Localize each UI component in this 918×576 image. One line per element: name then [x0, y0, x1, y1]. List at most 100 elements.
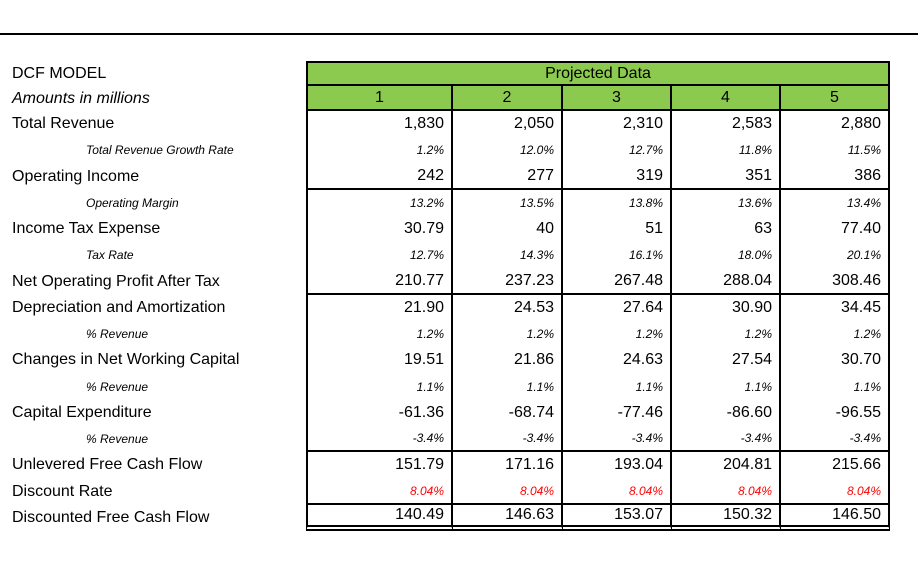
value-cell[interactable]: 1.1%	[306, 373, 453, 400]
row-label[interactable]: Capital Expenditure	[12, 403, 152, 421]
value-cell[interactable]: 8.04%	[306, 478, 453, 505]
value-cell[interactable]: 13.2%	[306, 189, 453, 216]
value-cell[interactable]: 1.2%	[672, 321, 781, 348]
value-cell[interactable]: 171.16	[453, 452, 563, 479]
value-cell[interactable]: -3.4%	[781, 426, 890, 453]
row-label[interactable]: % Revenue	[86, 432, 149, 447]
row-label[interactable]: Unlevered Free Cash Flow	[12, 456, 203, 474]
value-cell[interactable]: 13.5%	[453, 189, 563, 216]
value-cell[interactable]: 14.3%	[453, 242, 563, 269]
value-cell[interactable]: 146.63	[453, 504, 563, 531]
row-label[interactable]: Tax Rate	[86, 248, 134, 263]
value-cell[interactable]: 386	[781, 163, 890, 190]
value-cell[interactable]: 24.53	[453, 294, 563, 321]
row-label[interactable]: Income Tax Expense	[12, 220, 161, 238]
row-label[interactable]: Discount Rate	[12, 482, 113, 500]
value-cell[interactable]: -3.4%	[306, 426, 453, 453]
value-cell[interactable]: 77.40	[781, 216, 890, 243]
value-cell[interactable]: 2,310	[563, 111, 672, 138]
value-cell[interactable]: 1.1%	[781, 373, 890, 400]
value-cell[interactable]: 1.2%	[306, 321, 453, 348]
row-label[interactable]: Operating Margin	[86, 195, 179, 210]
value-cell[interactable]: 140.49	[306, 504, 453, 531]
value-cell[interactable]: 8.04%	[672, 478, 781, 505]
value-cell[interactable]: 242	[306, 163, 453, 190]
value-cell[interactable]: 16.1%	[563, 242, 672, 269]
year-column-header[interactable]: 2	[453, 86, 563, 111]
value-cell[interactable]: -96.55	[781, 399, 890, 426]
value-cell[interactable]: 351	[672, 163, 781, 190]
value-cell[interactable]: 215.66	[781, 452, 890, 479]
value-cell[interactable]: 2,880	[781, 111, 890, 138]
value-cell[interactable]: -61.36	[306, 399, 453, 426]
value-cell[interactable]: -3.4%	[453, 426, 563, 453]
projected-data-header[interactable]: Projected Data	[306, 61, 890, 86]
value-cell[interactable]: 1.2%	[306, 137, 453, 164]
value-cell[interactable]: 1.2%	[781, 321, 890, 348]
value-cell[interactable]: 319	[563, 163, 672, 190]
value-cell[interactable]: 63	[672, 216, 781, 243]
value-cell[interactable]: 1.2%	[453, 321, 563, 348]
value-cell[interactable]: 24.63	[563, 347, 672, 374]
row-label[interactable]: Depreciation and Amortization	[12, 298, 226, 316]
value-cell[interactable]: 27.54	[672, 347, 781, 374]
row-label[interactable]: % Revenue	[86, 327, 149, 342]
value-cell[interactable]: 8.04%	[563, 478, 672, 505]
value-cell[interactable]: 1.1%	[563, 373, 672, 400]
value-cell[interactable]: 40	[453, 216, 563, 243]
value-cell[interactable]: 2,050	[453, 111, 563, 138]
value-cell[interactable]: 12.7%	[306, 242, 453, 269]
value-cell[interactable]: 237.23	[453, 268, 563, 295]
value-cell[interactable]: 210.77	[306, 268, 453, 295]
year-column-header[interactable]: 4	[672, 86, 781, 111]
value-cell[interactable]: 308.46	[781, 268, 890, 295]
value-cell[interactable]: -77.46	[563, 399, 672, 426]
value-cell[interactable]: 288.04	[672, 268, 781, 295]
value-cell[interactable]: 1.1%	[453, 373, 563, 400]
year-column-header[interactable]: 5	[781, 86, 890, 111]
value-cell[interactable]: 21.86	[453, 347, 563, 374]
row-label[interactable]: % Revenue	[86, 379, 149, 394]
value-cell[interactable]: 30.79	[306, 216, 453, 243]
value-cell[interactable]: 153.07	[563, 504, 672, 531]
year-column-header[interactable]: 3	[563, 86, 672, 111]
row-label[interactable]: Total Revenue Growth Rate	[86, 143, 234, 158]
value-cell[interactable]: -68.74	[453, 399, 563, 426]
value-cell[interactable]: 13.8%	[563, 189, 672, 216]
row-label[interactable]: Net Operating Profit After Tax	[12, 272, 220, 290]
value-cell[interactable]: 12.7%	[563, 137, 672, 164]
value-cell[interactable]: 1.2%	[563, 321, 672, 348]
value-cell[interactable]: 11.5%	[781, 137, 890, 164]
value-cell[interactable]: 1,830	[306, 111, 453, 138]
value-cell[interactable]: 13.4%	[781, 189, 890, 216]
value-cell[interactable]: 30.90	[672, 294, 781, 321]
value-cell[interactable]: 8.04%	[453, 478, 563, 505]
value-cell[interactable]: 34.45	[781, 294, 890, 321]
row-label[interactable]: Operating Income	[12, 167, 140, 185]
value-cell[interactable]: 51	[563, 216, 672, 243]
value-cell[interactable]: 21.90	[306, 294, 453, 321]
value-cell[interactable]: 151.79	[306, 452, 453, 479]
value-cell[interactable]: 20.1%	[781, 242, 890, 269]
value-cell[interactable]: 267.48	[563, 268, 672, 295]
value-cell[interactable]: 11.8%	[672, 137, 781, 164]
value-cell[interactable]: 204.81	[672, 452, 781, 479]
year-column-header[interactable]: 1	[306, 86, 453, 111]
value-cell[interactable]: 27.64	[563, 294, 672, 321]
value-cell[interactable]: 8.04%	[781, 478, 890, 505]
value-cell[interactable]: -86.60	[672, 399, 781, 426]
row-label[interactable]: Discounted Free Cash Flow	[12, 508, 210, 526]
value-cell[interactable]: 146.50	[781, 504, 890, 531]
value-cell[interactable]: 13.6%	[672, 189, 781, 216]
value-cell[interactable]: 277	[453, 163, 563, 190]
value-cell[interactable]: -3.4%	[563, 426, 672, 453]
row-label[interactable]: Changes in Net Working Capital	[12, 351, 240, 369]
value-cell[interactable]: 1.1%	[672, 373, 781, 400]
value-cell[interactable]: 18.0%	[672, 242, 781, 269]
value-cell[interactable]: 30.70	[781, 347, 890, 374]
value-cell[interactable]: 193.04	[563, 452, 672, 479]
row-label[interactable]: Total Revenue	[12, 115, 115, 133]
value-cell[interactable]: 2,583	[672, 111, 781, 138]
value-cell[interactable]: -3.4%	[672, 426, 781, 453]
value-cell[interactable]: 150.32	[672, 504, 781, 531]
